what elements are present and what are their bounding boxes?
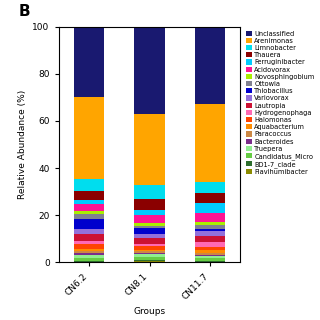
Bar [134,238,165,244]
Bar [195,252,225,255]
Y-axis label: Relative Abundance (%): Relative Abundance (%) [18,90,27,199]
Bar [134,185,165,199]
Bar [74,253,104,255]
Bar [195,261,225,262]
Bar [195,194,225,203]
Bar [74,255,104,258]
Bar [134,260,165,261]
Bar [195,247,225,250]
Bar [74,219,104,229]
Bar [195,236,225,242]
Bar [134,223,165,226]
Bar [195,250,225,252]
Bar [195,104,225,182]
Bar [74,241,104,244]
Bar [134,228,165,234]
Bar [195,255,225,256]
Bar [74,229,104,235]
Bar [134,210,165,215]
Bar [134,226,165,228]
Bar [134,253,165,254]
Bar [74,258,104,261]
Bar [195,231,225,236]
Bar [134,244,165,246]
Bar [195,259,225,261]
Bar [195,27,225,104]
Bar [134,215,165,223]
Bar [74,191,104,200]
Bar [74,204,104,211]
Bar [74,235,104,241]
Bar [134,114,165,185]
Bar [74,200,104,204]
Bar [134,234,165,238]
Bar [74,27,104,97]
Bar [134,250,165,251]
Bar [74,179,104,191]
Bar [195,242,225,247]
Bar [134,257,165,260]
Bar [74,244,104,249]
Bar [195,222,225,225]
Bar [195,225,225,229]
Bar [74,214,104,219]
Bar [134,261,165,262]
Bar [195,203,225,213]
Bar [74,97,104,179]
Bar [134,27,165,114]
Bar [74,211,104,214]
Text: B: B [19,4,30,20]
X-axis label: Groups: Groups [133,307,166,316]
Bar [74,249,104,251]
Bar [195,229,225,231]
Bar [74,261,104,262]
Bar [134,254,165,257]
Legend: Unclassified, Arenimonas, Limnobacter, Thauera, Ferruginibacter, Acidovorax, Nov: Unclassified, Arenimonas, Limnobacter, T… [245,30,315,176]
Bar [134,246,165,250]
Bar [134,199,165,210]
Bar [195,182,225,194]
Bar [195,256,225,259]
Bar [195,213,225,222]
Bar [134,251,165,253]
Bar [74,251,104,253]
